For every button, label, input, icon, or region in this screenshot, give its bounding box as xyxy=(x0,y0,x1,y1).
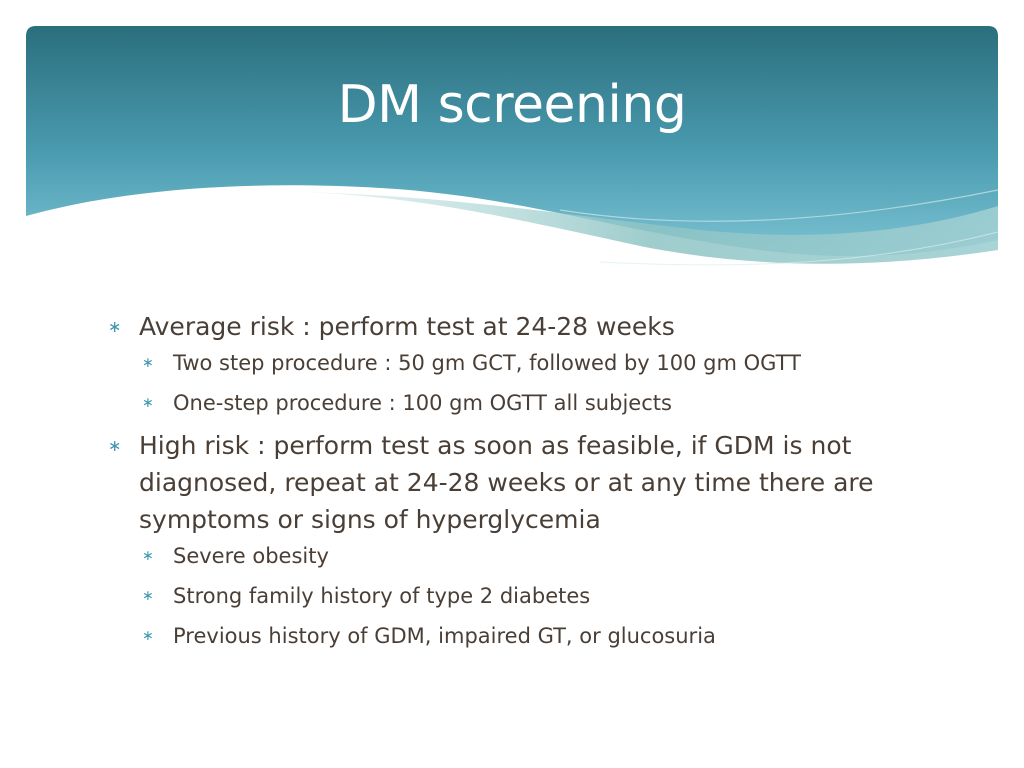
header-banner-shape xyxy=(26,26,998,257)
sub-bullet-family-history: ∗ Strong family history of type 2 diabet… xyxy=(108,580,938,612)
sub-bullet-text: Strong family history of type 2 diabetes xyxy=(173,584,591,608)
header-wave-line xyxy=(559,189,999,222)
asterisk-bullet-icon: ∗ xyxy=(142,395,154,411)
header-wave-line-2 xyxy=(599,231,999,266)
asterisk-bullet-icon: ∗ xyxy=(142,588,154,604)
sub-bullet-two-step: ∗ Two step procedure : 50 gm GCT, follow… xyxy=(108,347,938,379)
bullet-text: Average risk : perform test at 24-28 wee… xyxy=(139,312,675,341)
bullet-average-risk: ∗ Average risk : perform test at 24-28 w… xyxy=(108,308,938,345)
asterisk-bullet-icon: ∗ xyxy=(108,317,122,336)
header-wave-light xyxy=(300,192,998,264)
asterisk-bullet-icon: ∗ xyxy=(142,355,154,371)
sub-bullet-text: Two step procedure : 50 gm GCT, followed… xyxy=(173,351,801,375)
sub-bullet-text: One-step procedure : 100 gm OGTT all sub… xyxy=(173,391,672,415)
slide-title: DM screening xyxy=(337,75,687,135)
sub-bullet-severe-obesity: ∗ Severe obesity xyxy=(108,540,938,572)
sub-bullet-one-step: ∗ One-step procedure : 100 gm OGTT all s… xyxy=(108,387,938,419)
asterisk-bullet-icon: ∗ xyxy=(142,548,154,564)
asterisk-bullet-icon: ∗ xyxy=(142,628,154,644)
sub-bullet-text: Previous history of GDM, impaired GT, or… xyxy=(173,624,716,648)
sub-bullet-previous-gdm: ∗ Previous history of GDM, impaired GT, … xyxy=(108,620,938,652)
asterisk-bullet-icon: ∗ xyxy=(108,436,122,455)
bullet-high-risk: ∗ High risk : perform test as soon as fe… xyxy=(108,427,938,538)
bullet-list: ∗ Average risk : perform test at 24-28 w… xyxy=(108,308,938,660)
header-wave-banner xyxy=(26,26,999,266)
sub-bullet-text: Severe obesity xyxy=(173,544,329,568)
bullet-text: High risk : perform test as soon as feas… xyxy=(139,431,874,534)
